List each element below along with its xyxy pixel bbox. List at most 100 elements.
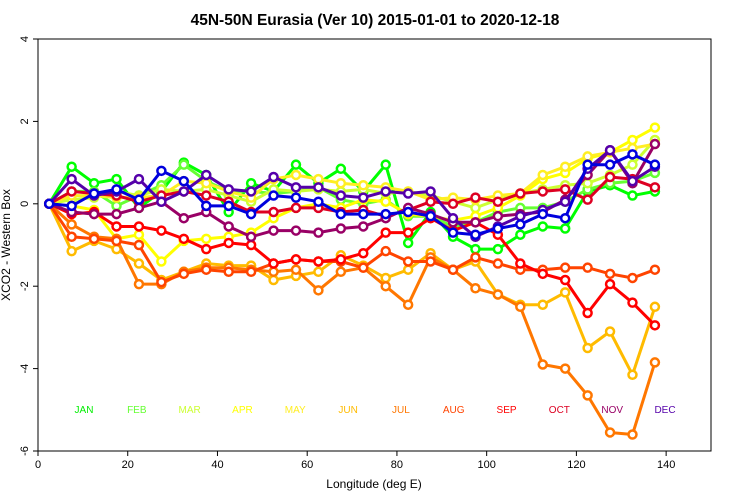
data-point-dec (223, 184, 234, 195)
legend: JAN FEB MAR APR MAY JUN JUL AUG SEP OCT NOV DEC (75, 405, 676, 416)
data-point-unlabeled (223, 200, 234, 212)
data-point-unlabeled (537, 208, 548, 220)
data-point-unlabeled (111, 184, 122, 195)
data-point-jul (492, 289, 504, 300)
data-point-unlabeled (335, 208, 347, 220)
series-jul (43, 198, 661, 440)
data-point-jan (335, 163, 347, 175)
data-point-nov (268, 225, 279, 236)
series-line-apr (49, 126, 656, 263)
data-point-apr (156, 256, 167, 267)
data-point-dec (358, 192, 369, 203)
data-point-jan (537, 221, 548, 232)
x-tick-label: 0 (35, 459, 41, 471)
data-point-oct (66, 186, 77, 197)
legend-item-dec: DEC (654, 405, 675, 416)
data-point-dec (425, 186, 436, 197)
data-point-sep (290, 254, 302, 265)
data-point-dec (245, 186, 257, 197)
data-point-sep (537, 268, 548, 280)
series-line-sep (48, 202, 656, 327)
data-point-sep (604, 278, 616, 290)
data-point-jul (649, 357, 661, 368)
data-point-jan (470, 243, 481, 255)
legend-item-may: MAY (285, 405, 306, 416)
data-point-unlabeled (88, 188, 100, 199)
data-point-dec (268, 171, 279, 183)
data-point-sep (313, 256, 324, 267)
y-axis-label: XCO2 - Western Box (0, 189, 13, 301)
series-line-oct (48, 175, 656, 218)
data-point-jul (559, 363, 571, 374)
series-line-may (48, 142, 656, 206)
data-point-nov (649, 138, 661, 150)
data-point-jun (559, 287, 571, 298)
data-point-aug (604, 268, 616, 280)
data-point-aug (245, 266, 257, 278)
x-tick-label: 80 (391, 459, 403, 471)
legend-item-jun: JUN (338, 405, 357, 416)
data-point-sep (380, 227, 391, 238)
data-point-aug (66, 231, 77, 243)
data-point-sep (268, 258, 279, 269)
data-point-feb (111, 200, 122, 212)
series-unlabeled (43, 149, 661, 240)
data-point-sep (358, 247, 369, 259)
data-point-dec (66, 173, 77, 185)
data-point-oct (290, 202, 302, 214)
data-point-jan (88, 177, 100, 189)
data-point-dec (402, 188, 414, 199)
data-point-jan (492, 243, 504, 255)
x-tick-label: 60 (301, 459, 313, 471)
data-point-dec (133, 173, 145, 185)
data-point-dec (515, 210, 526, 222)
data-point-oct (559, 184, 571, 195)
data-point-unlabeled (447, 227, 459, 238)
data-point-may (537, 169, 548, 181)
data-point-nov (88, 208, 100, 220)
data-point-dec (380, 186, 391, 197)
data-point-jun (268, 274, 279, 286)
data-point-dec (178, 186, 190, 197)
legend-item-jan: JAN (75, 405, 94, 416)
data-point-jul (604, 427, 616, 438)
data-point-unlabeled (156, 165, 167, 177)
data-point-apr (380, 196, 391, 207)
data-point-mar (470, 202, 481, 214)
data-point-aug (492, 258, 504, 269)
data-point-oct (268, 206, 279, 218)
data-point-aug (178, 268, 190, 280)
data-point-aug (447, 264, 459, 275)
data-point-sep (156, 225, 167, 236)
data-point-sep (559, 274, 571, 286)
data-point-unlabeled (649, 159, 661, 170)
data-point-jun (380, 272, 391, 284)
data-point-jul (402, 299, 414, 310)
data-point-aug (223, 266, 234, 278)
data-point-jul (627, 429, 638, 440)
data-point-aug (133, 239, 145, 251)
data-point-jun (627, 369, 638, 381)
data-point-aug (649, 264, 661, 275)
x-tick-label: 140 (657, 459, 675, 471)
data-point-aug (156, 276, 167, 288)
data-point-unlabeled (380, 208, 391, 220)
data-point-unlabeled (559, 212, 571, 224)
x-tick-label: 100 (477, 459, 495, 471)
data-point-unlabeled (43, 198, 55, 210)
data-point-oct (425, 196, 436, 207)
data-point-dec (156, 196, 167, 207)
data-point-aug (559, 262, 571, 273)
data-point-dec (313, 182, 324, 193)
data-point-jan (402, 237, 414, 249)
data-point-apr (627, 134, 638, 146)
data-point-jun (133, 258, 145, 269)
y-tick-label: 4 (19, 36, 31, 42)
data-point-oct (649, 182, 661, 193)
data-point-apr (133, 229, 145, 240)
data-point-jul (290, 264, 302, 275)
data-point-jan (515, 229, 526, 240)
data-point-jan (66, 161, 77, 172)
data-point-jul (582, 390, 593, 401)
